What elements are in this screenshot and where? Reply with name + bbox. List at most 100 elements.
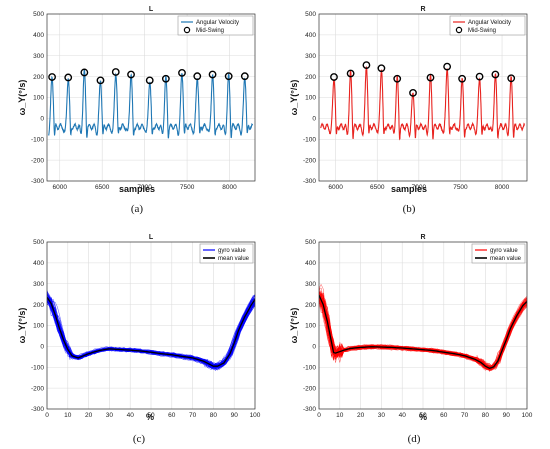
y-tick-label: 100 [33, 95, 44, 102]
y-tick-label: 500 [33, 239, 44, 246]
axes-frame [318, 241, 528, 410]
x-tick-label: 7000 [412, 184, 427, 191]
y-tick-label: 200 [305, 74, 316, 81]
y-axis-label: ω_Y(°/s) [289, 80, 299, 116]
x-tick-label: 6500 [95, 184, 110, 191]
mid-swing-marker [208, 70, 217, 79]
y-tick-label: 400 [33, 32, 44, 39]
plot-content [47, 290, 255, 371]
panel-caption: (a) [131, 203, 144, 215]
legend-box [177, 15, 254, 36]
y-tick-label: 0 [312, 344, 316, 351]
chart-panel-2: -300 -200 -100 0 100 200 300 400 500 6000 6500 7000… [289, 6, 528, 215]
mid-swing-marker [96, 76, 105, 85]
y-tick-label: 300 [33, 281, 44, 288]
y-tick-label: 200 [33, 74, 44, 81]
legend-box [449, 15, 526, 36]
x-tick-label: 7500 [180, 184, 195, 191]
mean-value-line [47, 296, 255, 367]
x-tick-label: 7500 [453, 184, 468, 191]
mid-swing-marker [491, 70, 500, 79]
y-tick-label: 400 [305, 32, 316, 39]
panel-caption: (c) [133, 433, 146, 445]
y-tick-label: -300 [303, 406, 316, 413]
mid-swing-marker [443, 62, 452, 71]
mid-swing-marker [426, 73, 435, 82]
mid-swing-marker [80, 68, 89, 77]
y-tick-label: 300 [305, 53, 316, 60]
y-tick-label: 400 [305, 260, 316, 267]
x-tick-label: 50 [147, 412, 155, 419]
x-axis-label: samples [391, 184, 427, 194]
x-tick-label: 80 [482, 412, 490, 419]
mid-swing-marker [458, 74, 467, 83]
y-tick-label: 0 [312, 116, 316, 123]
y-tick-label: 300 [305, 281, 316, 288]
y-tick-label: -100 [31, 136, 44, 143]
y-tick-label: -100 [303, 136, 316, 143]
axes-frame [318, 13, 528, 182]
series-line-angular-velocity [48, 69, 254, 139]
y-tick-label: 100 [305, 323, 316, 330]
y-tick-label: 500 [305, 11, 316, 18]
gyro-value-line [47, 298, 255, 365]
x-tick-label: 60 [168, 412, 176, 419]
legend-swatch-marker [455, 26, 463, 34]
x-tick-label: 30 [106, 412, 114, 419]
legend-label: gyro value [490, 248, 518, 254]
x-tick-label: 80 [210, 412, 218, 419]
y-tick-label: 0 [40, 344, 44, 351]
panel-caption: (d) [408, 433, 421, 445]
x-axis-label: % [419, 412, 427, 422]
mid-swing-marker [362, 61, 371, 70]
y-tick-label: 100 [33, 323, 44, 330]
mean-value-line [319, 294, 527, 370]
mid-swing-marker [193, 72, 202, 81]
chart-panel-4: -300 -200 -100 0 100 200 300 400 500 0 10 20 30 40 50 6… [289, 234, 533, 445]
x-tick-label: 70 [189, 412, 197, 419]
x-tick-label: 50 [419, 412, 427, 419]
axes-frame [46, 241, 256, 410]
x-tick-label: 40 [399, 412, 407, 419]
y-tick-label: 300 [33, 53, 44, 60]
mid-swing-marker [224, 72, 233, 81]
mid-swing-marker [330, 73, 338, 81]
legend-swatch-marker [183, 26, 191, 34]
y-tick-label: -300 [31, 178, 44, 185]
y-axis-label: ω_Y(°/s) [17, 308, 27, 344]
y-tick-label: 200 [33, 302, 44, 309]
y-tick-label: 500 [33, 11, 44, 18]
legend-label: Mid-Swing [468, 28, 496, 34]
y-tick-label: -200 [303, 157, 316, 164]
x-tick-label: 0 [317, 412, 321, 419]
x-tick-label: 10 [336, 412, 344, 419]
chart-panel-1: -300 -200 -100 0 100 200 300 400 500 6000 6500 7000… [17, 6, 256, 215]
x-tick-label: 0 [45, 412, 49, 419]
x-axis-label: % [146, 412, 154, 422]
chart-panel-3: -300 -200 -100 0 100 200 300 400 500 0 10 20 30 40 50 6… [17, 234, 261, 445]
mid-swing-marker [111, 68, 120, 76]
x-tick-label: 7000 [137, 184, 152, 191]
y-axis-label: ω_Y(°/s) [289, 308, 299, 344]
y-axis-label: ω_Y(°/s) [17, 80, 27, 116]
chart-title: R [420, 6, 425, 13]
y-tick-label: 400 [33, 260, 44, 267]
chart-title: L [149, 234, 154, 241]
y-tick-label: -200 [303, 385, 316, 392]
x-tick-label: 6000 [53, 184, 68, 191]
x-tick-label: 6000 [328, 184, 343, 191]
plot-content [319, 283, 527, 372]
x-tick-label: 20 [357, 412, 365, 419]
plot-content [48, 68, 254, 139]
y-tick-label: -100 [303, 364, 316, 371]
mid-swing-marker [161, 74, 170, 83]
x-tick-label: 20 [85, 412, 93, 419]
mid-swing-marker [346, 69, 355, 78]
chart-title: L [149, 6, 154, 13]
x-tick-label: 8000 [222, 184, 237, 191]
mid-swing-marker [127, 70, 135, 79]
mid-swing-marker [409, 89, 417, 97]
legend-label: gyro value [218, 248, 246, 254]
x-tick-label: 10 [64, 412, 72, 419]
